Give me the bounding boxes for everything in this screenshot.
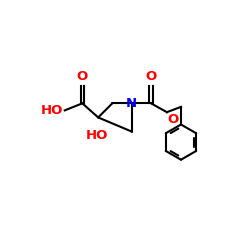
Text: HO: HO [86,129,108,142]
Text: O: O [146,70,157,83]
Text: N: N [126,97,137,110]
Text: O: O [168,113,179,126]
Text: HO: HO [40,104,63,117]
Text: O: O [77,70,88,83]
